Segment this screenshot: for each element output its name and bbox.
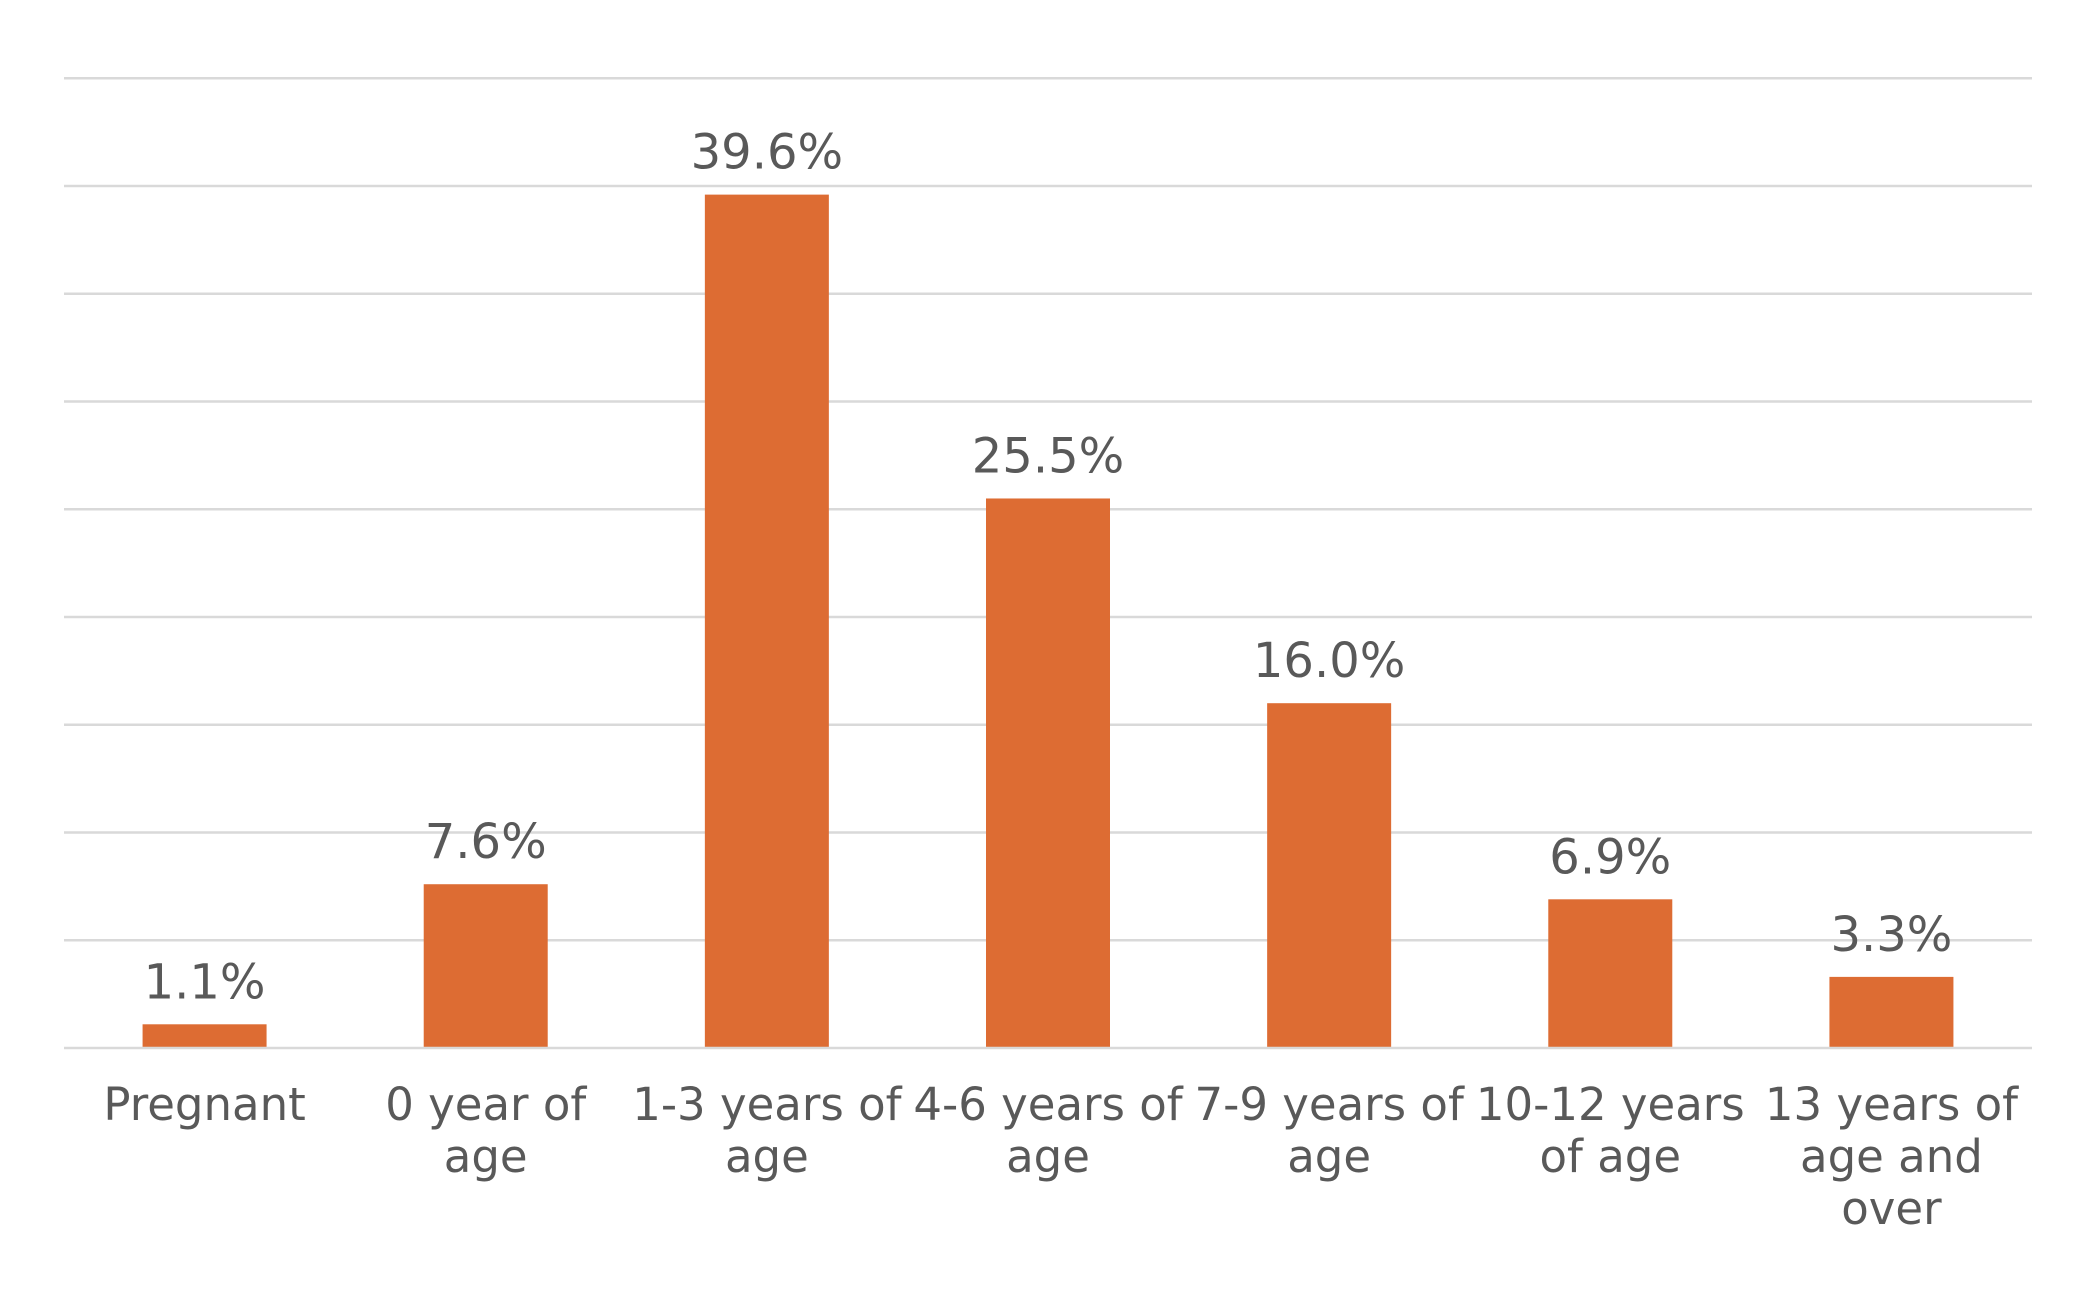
x-tick-label-line: 10-12 years (1476, 1078, 1745, 1131)
data-label: 1.1% (144, 954, 266, 1010)
bar (986, 498, 1110, 1049)
x-tick-label-line: 1-3 years of (632, 1078, 902, 1131)
x-tick-label-line: age (725, 1130, 809, 1183)
x-tick-label-line: Pregnant (103, 1078, 305, 1131)
x-tick-label: Pregnant (103, 1078, 305, 1131)
x-tick-label-line: age and (1800, 1130, 1983, 1183)
bar (1548, 899, 1673, 1048)
data-label: 3.3% (1830, 907, 1952, 963)
data-label: 25.5% (972, 428, 1124, 484)
x-tick-label-line: 7-9 years of (1194, 1078, 1464, 1131)
data-label: 6.9% (1549, 829, 1671, 885)
x-tick-label-line: age (1287, 1130, 1371, 1183)
bar (142, 1024, 267, 1048)
data-label: 7.6% (425, 814, 547, 870)
bar (1267, 703, 1392, 1048)
bar (423, 884, 548, 1048)
x-tick-label-line: of age (1540, 1130, 1682, 1183)
x-tick-label: 0 year of age (385, 1078, 587, 1183)
x-tick-label-line: 13 years of (1765, 1078, 2019, 1131)
x-tick-label-line: 0 year of (385, 1078, 587, 1131)
bars (142, 194, 1954, 1049)
x-tick-label-line: age (1006, 1130, 1090, 1183)
bar (704, 194, 829, 1048)
x-tick-label: 13 years of age and over (1765, 1078, 2019, 1235)
x-tick-label: 4-6 years of age (913, 1078, 1183, 1183)
x-tick-label-line: 4-6 years of (913, 1078, 1183, 1131)
x-tick-label: 7-9 years of age (1194, 1078, 1464, 1183)
x-tick-label-line: over (1841, 1182, 1942, 1235)
data-label: 39.6% (691, 125, 843, 181)
x-tick-label-line: age (444, 1130, 528, 1183)
x-tick-label: 10-12 years of age (1476, 1078, 1745, 1183)
data-label: 16.0% (1253, 633, 1405, 689)
bar (1829, 976, 1954, 1048)
data-labels: 1.1% 7.6% 39.6% 25.5% 16.0% 6.9% 3.3% (144, 125, 1953, 1011)
x-tick-label: 1-3 years of age (632, 1078, 902, 1183)
